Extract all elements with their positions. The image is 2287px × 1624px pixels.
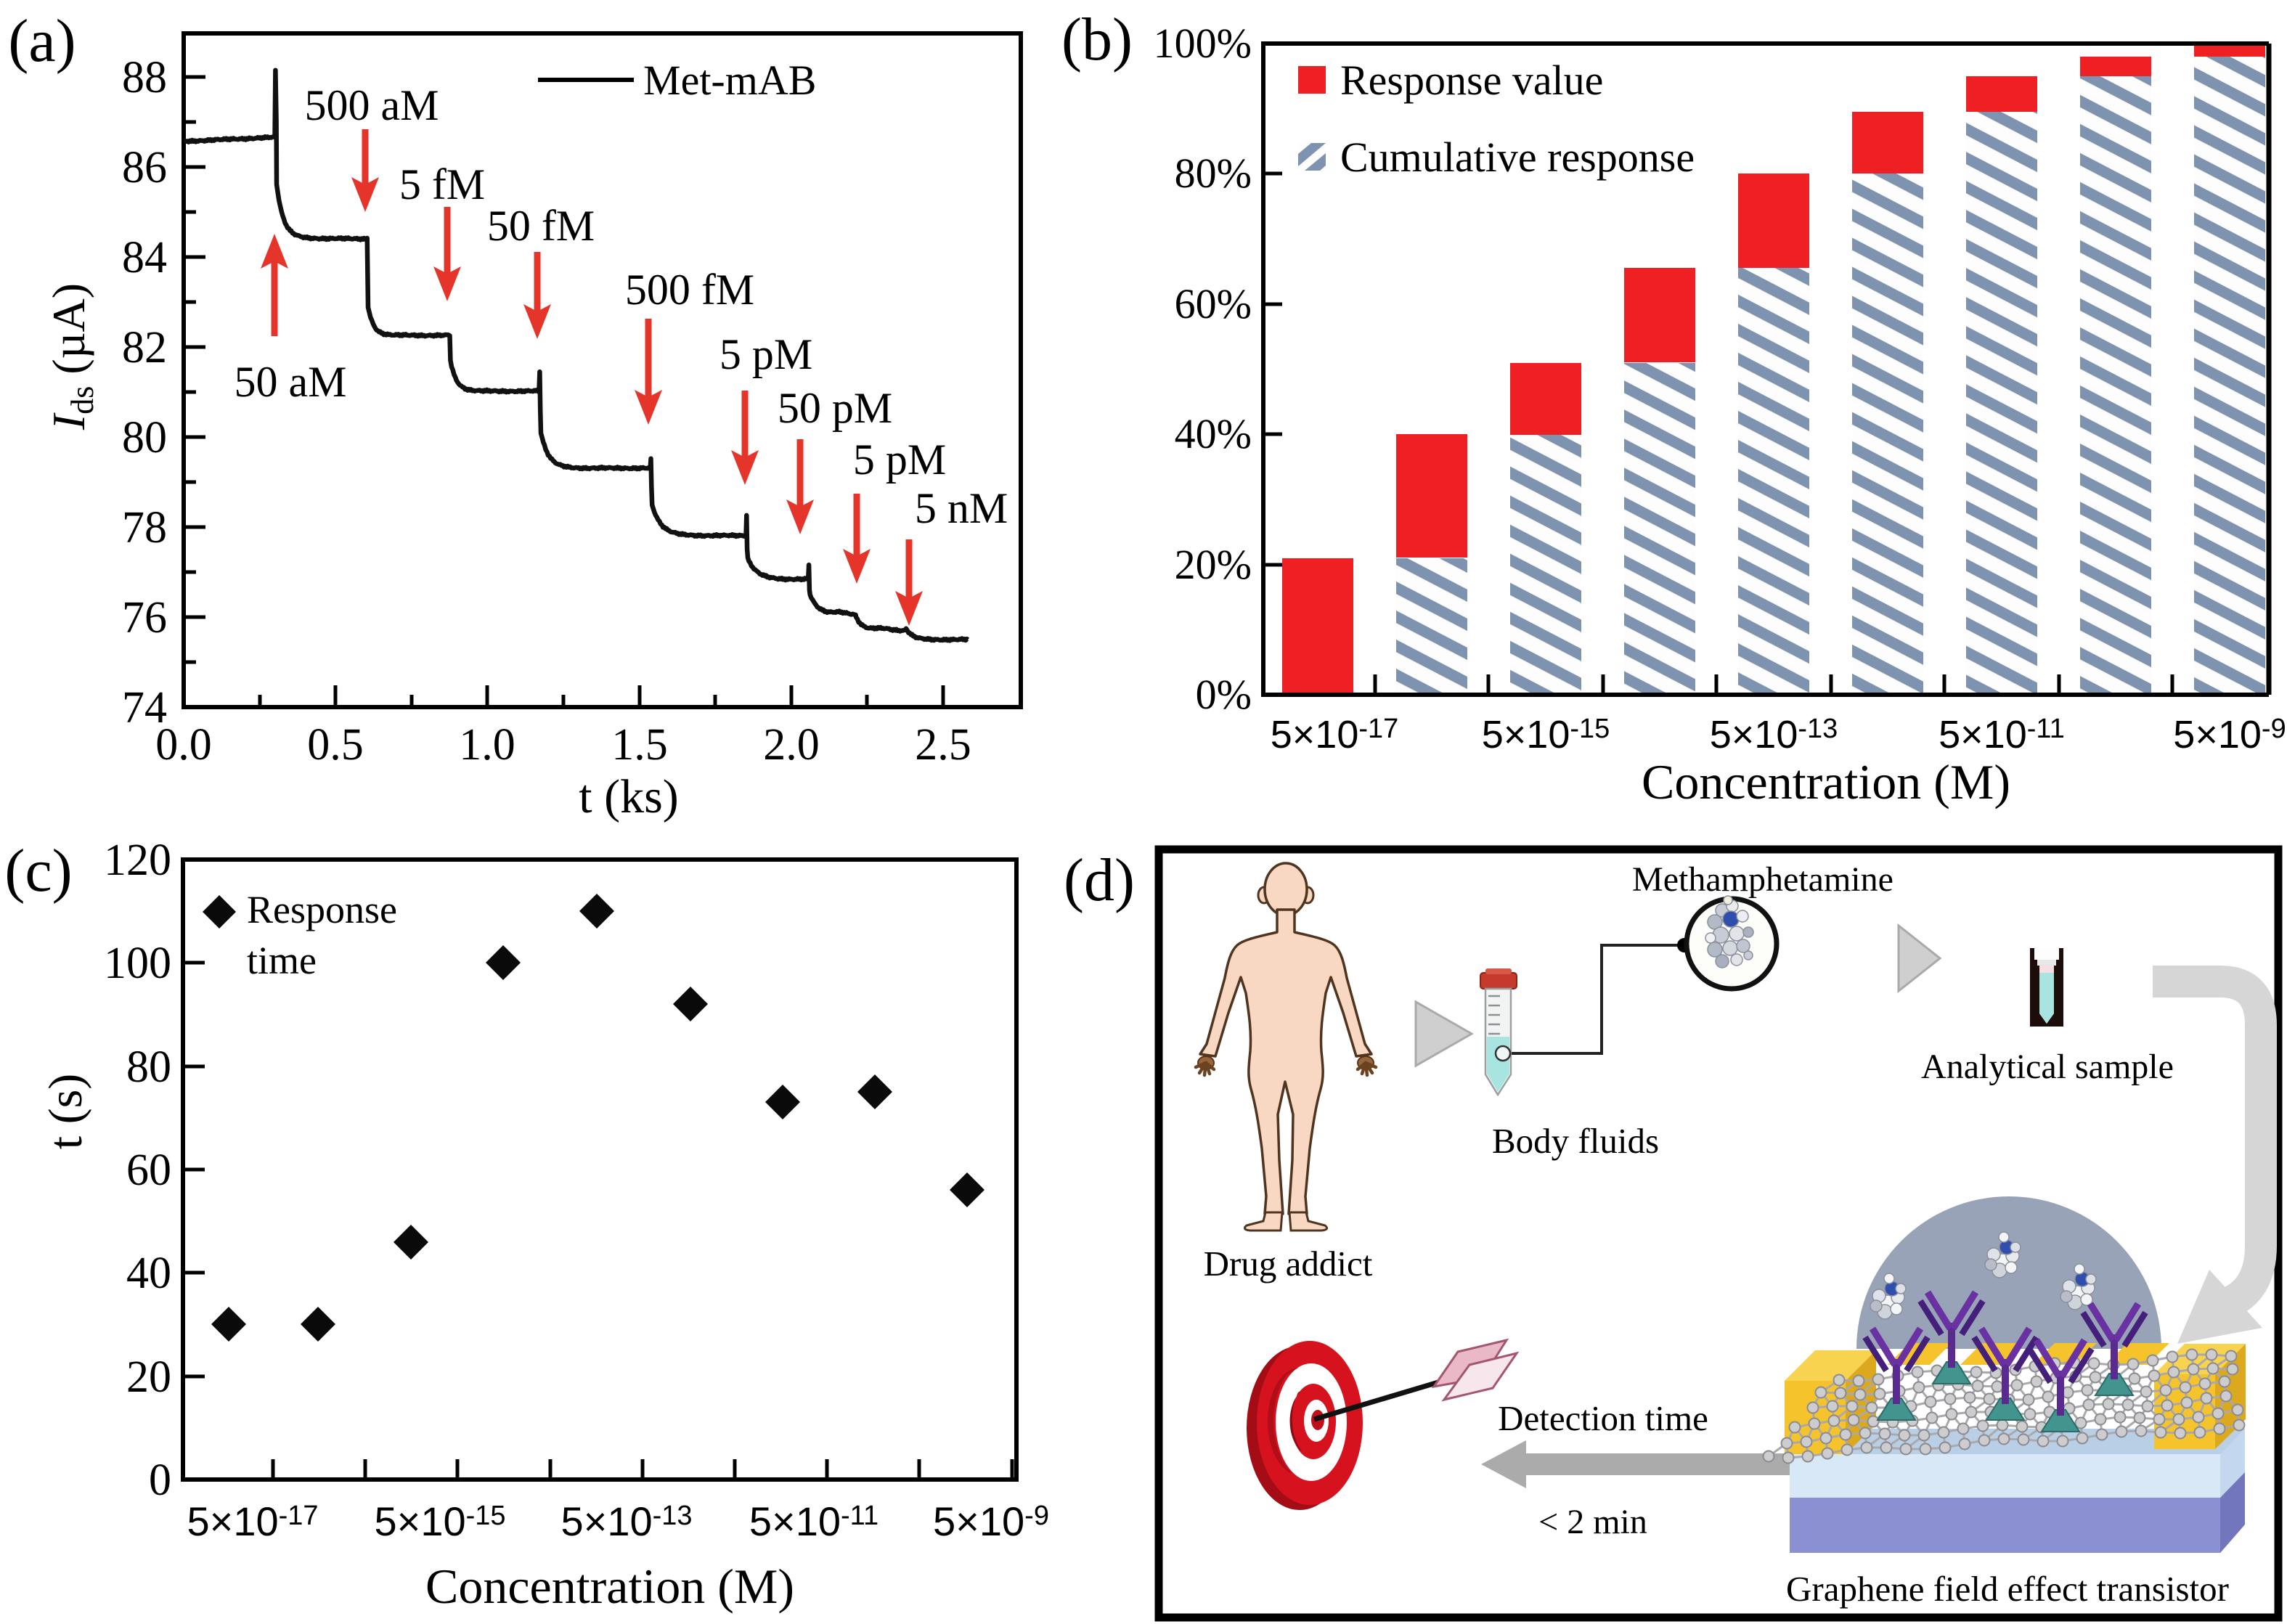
svg-text:0.5: 0.5 (307, 720, 364, 770)
svg-text:80: 80 (122, 413, 167, 462)
svg-text:86: 86 (122, 143, 167, 192)
svg-text:Methamphetamine: Methamphetamine (1632, 860, 1893, 899)
svg-text:Ids (µA): Ids (µA) (43, 283, 100, 431)
svg-text:500 aM: 500 aM (305, 81, 439, 129)
svg-text:5×10-17: 5×10-17 (187, 1498, 318, 1544)
svg-text:40%: 40% (1175, 410, 1252, 457)
svg-text:50 aM: 50 aM (235, 358, 347, 406)
svg-text:Response value: Response value (1340, 57, 1603, 104)
svg-text:0%: 0% (1196, 671, 1252, 718)
svg-text:(b): (b) (1061, 6, 1133, 73)
svg-text:120: 120 (104, 836, 171, 885)
svg-text:5 nM: 5 nM (915, 484, 1008, 532)
svg-text:(c): (c) (4, 837, 72, 905)
svg-text:2.0: 2.0 (763, 720, 820, 770)
svg-text:5 pM: 5 pM (719, 330, 812, 378)
svg-text:2.5: 2.5 (915, 720, 971, 770)
svg-text:Met-mAB: Met-mAB (643, 57, 816, 104)
svg-text:t (ks): t (ks) (579, 770, 678, 823)
svg-text:time: time (247, 939, 317, 982)
svg-text:0.0: 0.0 (155, 720, 212, 770)
svg-text:40: 40 (126, 1249, 171, 1298)
svg-text:0: 0 (149, 1456, 171, 1505)
svg-text:60: 60 (126, 1146, 171, 1195)
svg-text:60%: 60% (1175, 280, 1252, 327)
svg-text:Body fluids: Body fluids (1492, 1121, 1659, 1161)
svg-text:5 fM: 5 fM (399, 160, 485, 208)
svg-text:76: 76 (122, 593, 167, 642)
svg-text:5 pM: 5 pM (853, 436, 946, 483)
svg-text:Concentration (M): Concentration (M) (425, 1559, 794, 1614)
svg-text:500 fM: 500 fM (625, 266, 754, 314)
svg-text:74: 74 (122, 683, 167, 733)
svg-text:50 fM: 50 fM (487, 202, 595, 250)
svg-text:Drug addict: Drug addict (1204, 1244, 1373, 1284)
svg-text:Analytical sample: Analytical sample (1921, 1048, 2174, 1086)
svg-text:1.0: 1.0 (459, 720, 515, 770)
svg-text:100%: 100% (1154, 20, 1252, 67)
svg-text:Graphene field effect transist: Graphene field effect transistor (1786, 1569, 2229, 1609)
svg-text:84: 84 (122, 233, 167, 282)
svg-text:Detection time: Detection time (1498, 1398, 1708, 1438)
svg-text:(d): (d) (1064, 846, 1135, 914)
svg-text:t (s): t (s) (39, 1074, 92, 1149)
svg-text:Concentration (M): Concentration (M) (1642, 754, 2010, 809)
svg-text:80: 80 (126, 1042, 171, 1092)
svg-text:100: 100 (104, 939, 171, 988)
svg-text:(a): (a) (8, 7, 76, 75)
svg-text:Cumulative response: Cumulative response (1340, 134, 1695, 181)
svg-text:20: 20 (126, 1352, 171, 1402)
svg-text:< 2 min: < 2 min (1538, 1503, 1647, 1541)
svg-text:20%: 20% (1175, 541, 1252, 588)
svg-text:1.5: 1.5 (611, 720, 668, 770)
svg-text:Response: Response (247, 888, 397, 931)
svg-text:80%: 80% (1175, 150, 1252, 197)
svg-text:78: 78 (122, 503, 167, 552)
svg-text:88: 88 (122, 53, 167, 102)
svg-text:82: 82 (122, 323, 167, 372)
svg-text:50 pM: 50 pM (778, 384, 892, 432)
